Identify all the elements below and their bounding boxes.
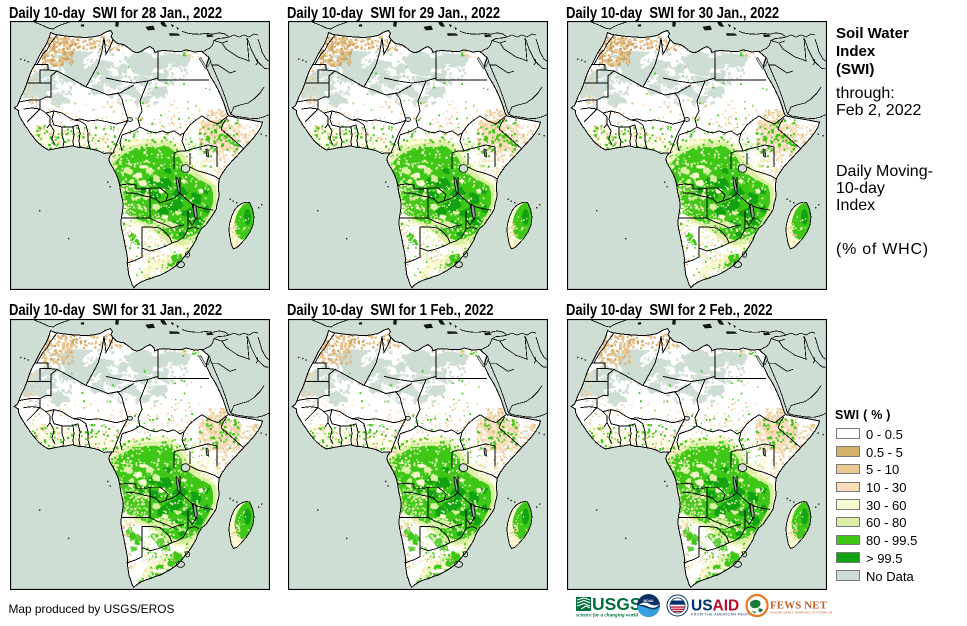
svg-text:FEWS NET: FEWS NET <box>770 600 828 612</box>
svg-text:USAID: USAID <box>691 598 739 615</box>
svg-text:FROM THE AMERICAN PEOPLE: FROM THE AMERICAN PEOPLE <box>691 613 755 617</box>
svg-text:FAMINE EARLY WARNING SYSTEMS N: FAMINE EARLY WARNING SYSTEMS NETWORK <box>770 611 832 615</box>
svg-text:NOAA: NOAA <box>644 599 655 603</box>
svg-text:science for a changing world: science for a changing world <box>576 613 638 619</box>
svg-text:USGS: USGS <box>592 594 642 614</box>
